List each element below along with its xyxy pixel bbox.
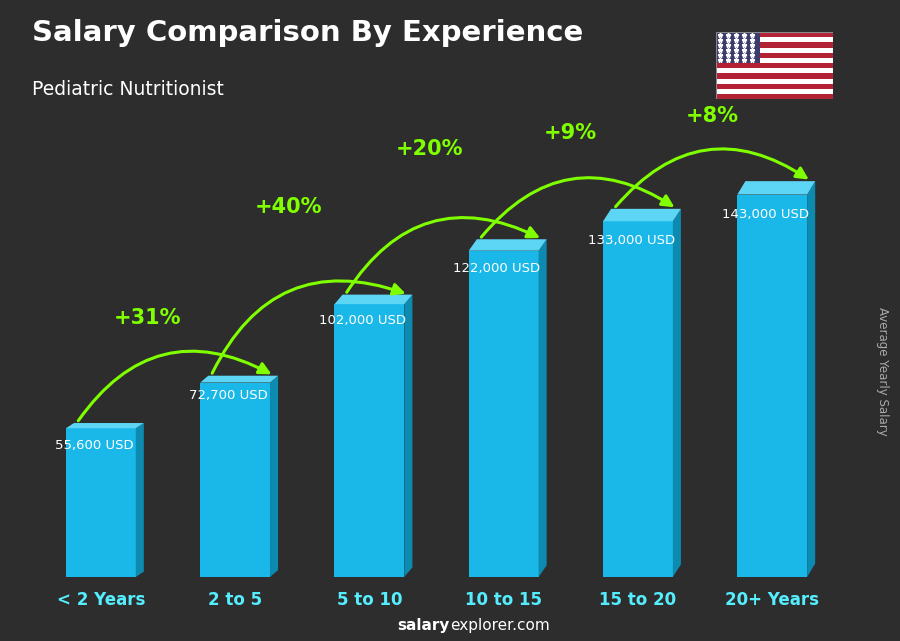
Polygon shape <box>270 376 278 577</box>
Bar <box>716 69 832 74</box>
Bar <box>716 94 832 99</box>
Bar <box>716 37 832 42</box>
Text: 102,000 USD: 102,000 USD <box>320 313 406 327</box>
Bar <box>716 84 832 89</box>
Text: 143,000 USD: 143,000 USD <box>722 208 809 221</box>
Polygon shape <box>469 239 546 251</box>
Text: Pediatric Nutritionist: Pediatric Nutritionist <box>32 80 223 99</box>
Polygon shape <box>538 239 546 577</box>
Polygon shape <box>136 423 144 577</box>
Polygon shape <box>469 251 538 577</box>
Text: 122,000 USD: 122,000 USD <box>454 262 541 275</box>
Polygon shape <box>737 181 815 194</box>
Text: Average Yearly Salary: Average Yearly Salary <box>877 308 889 436</box>
Text: Salary Comparison By Experience: Salary Comparison By Experience <box>32 19 583 47</box>
Polygon shape <box>807 181 815 577</box>
Polygon shape <box>737 194 807 577</box>
Bar <box>716 32 760 63</box>
Text: 72,700 USD: 72,700 USD <box>189 389 268 403</box>
Bar <box>716 58 832 63</box>
Polygon shape <box>66 428 136 577</box>
Bar <box>716 53 832 58</box>
Text: +40%: +40% <box>255 197 322 217</box>
Polygon shape <box>404 295 412 577</box>
Bar <box>716 42 832 47</box>
Bar <box>716 74 832 79</box>
Text: salary: salary <box>398 619 450 633</box>
Polygon shape <box>603 221 673 577</box>
Text: +9%: +9% <box>544 123 598 143</box>
Polygon shape <box>335 295 412 304</box>
Text: 133,000 USD: 133,000 USD <box>588 234 675 247</box>
Text: explorer.com: explorer.com <box>450 619 550 633</box>
Text: +8%: +8% <box>685 106 738 126</box>
Polygon shape <box>200 376 278 383</box>
Text: +31%: +31% <box>114 308 182 328</box>
Bar <box>716 79 832 84</box>
Polygon shape <box>673 209 681 577</box>
Text: +20%: +20% <box>396 139 464 160</box>
Polygon shape <box>66 423 144 428</box>
Polygon shape <box>603 209 681 221</box>
Bar <box>716 32 832 37</box>
Bar <box>716 63 832 69</box>
Bar <box>716 47 832 53</box>
Polygon shape <box>200 383 270 577</box>
Bar <box>716 89 832 94</box>
Polygon shape <box>335 304 404 577</box>
Text: 55,600 USD: 55,600 USD <box>55 438 133 452</box>
